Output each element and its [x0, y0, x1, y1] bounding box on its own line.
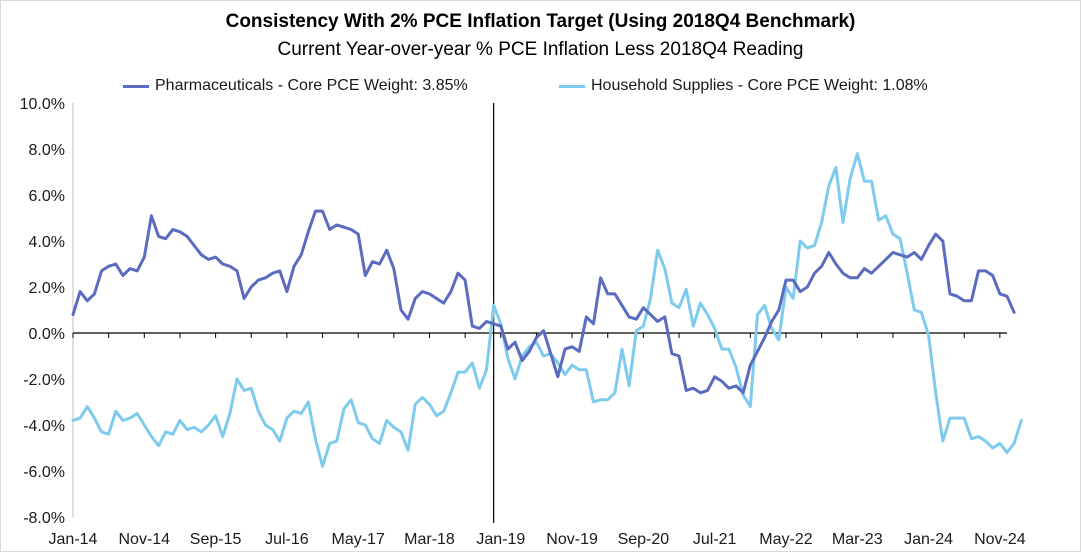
x-tick-label: Nov-14: [119, 531, 171, 548]
x-tick-label: May-17: [332, 531, 385, 548]
y-tick-label: 0.0%: [29, 326, 65, 343]
x-tick-label: Jan-19: [476, 531, 525, 548]
x-tick-label: Sep-20: [618, 531, 670, 548]
legend-label-household-supplies: Household Supplies - Core PCE Weight: 1.…: [591, 77, 928, 94]
y-tick-label: -4.0%: [23, 418, 65, 435]
legend-label-pharmaceuticals: Pharmaceuticals - Core PCE Weight: 3.85%: [155, 77, 468, 94]
y-tick-label: -2.0%: [23, 372, 65, 389]
y-tick-label: 8.0%: [29, 142, 65, 159]
series-line-household-supplies: [71, 152, 1023, 468]
x-tick-label: Jan-14: [49, 531, 98, 548]
y-tick-label: 4.0%: [29, 234, 65, 251]
y-tick-label: -6.0%: [23, 464, 65, 481]
x-tick-label: May-22: [759, 531, 812, 548]
y-tick-label: 2.0%: [29, 280, 65, 297]
x-tick-label: Nov-19: [546, 531, 598, 548]
x-tick-label: Jan-24: [904, 531, 953, 548]
legend-swatch-pharmaceuticals: [123, 84, 149, 88]
chart-subtitle: Current Year-over-year % PCE Inflation L…: [277, 39, 804, 60]
legend-item-household-supplies: Household Supplies - Core PCE Weight: 1.…: [559, 77, 928, 95]
x-tick-label: Jul-16: [265, 531, 309, 548]
x-tick-label: Sep-15: [190, 531, 242, 548]
x-tick-label: Jul-21: [693, 531, 737, 548]
legend-item-pharmaceuticals: Pharmaceuticals - Core PCE Weight: 3.85%: [123, 77, 468, 95]
y-tick-label: 10.0%: [20, 96, 65, 113]
chart-title: Consistency With 2% PCE Inflation Target…: [225, 11, 856, 32]
series-line-pharmaceuticals: [71, 209, 1016, 395]
x-tick-label: Mar-18: [404, 531, 455, 548]
y-tick-label: 6.0%: [29, 188, 65, 205]
y-tick-label: -8.0%: [23, 510, 65, 527]
x-tick-label: Mar-23: [832, 531, 883, 548]
x-tick-label: Nov-24: [974, 531, 1026, 548]
legend-swatch-household-supplies: [559, 84, 585, 88]
legend: Pharmaceuticals - Core PCE Weight: 3.85%…: [1, 77, 1080, 101]
